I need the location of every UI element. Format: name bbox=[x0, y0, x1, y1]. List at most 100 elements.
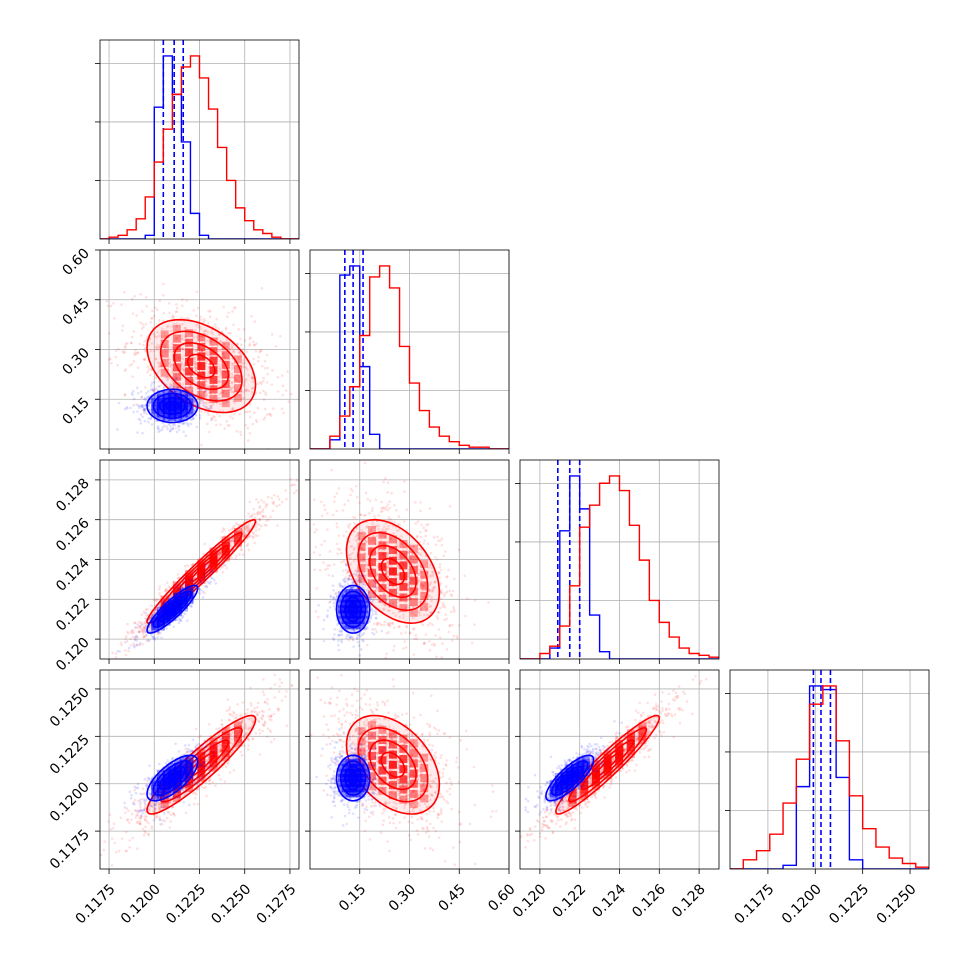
scatter-point bbox=[150, 604, 153, 607]
scatter-point bbox=[119, 641, 123, 645]
scatter-point bbox=[130, 631, 133, 635]
scatter-point bbox=[141, 627, 145, 630]
scatter-point bbox=[144, 611, 147, 615]
scatter-point bbox=[154, 346, 158, 349]
scatter-point bbox=[364, 627, 368, 631]
scatter-point bbox=[232, 386, 235, 389]
density-cell bbox=[185, 329, 194, 338]
scatter-point bbox=[449, 610, 453, 614]
scatter-point bbox=[177, 380, 180, 384]
scatter-point bbox=[179, 391, 183, 394]
panel-2-1 bbox=[305, 459, 510, 664]
y-tick-label: 0.15 bbox=[59, 395, 92, 428]
scatter-point bbox=[248, 431, 252, 435]
scatter-point bbox=[174, 303, 178, 306]
y-tick-label: 0.30 bbox=[59, 345, 92, 378]
scatter-point bbox=[157, 346, 161, 349]
scatter-point bbox=[230, 362, 234, 365]
scatter-point bbox=[240, 526, 244, 530]
scatter-point bbox=[242, 328, 246, 331]
scatter-point bbox=[125, 406, 128, 409]
scatter-point bbox=[133, 626, 137, 630]
scatter-point bbox=[146, 638, 150, 642]
scatter-point bbox=[164, 588, 168, 591]
scatter-point bbox=[161, 380, 164, 383]
scatter-point bbox=[208, 309, 212, 313]
scatter-point bbox=[129, 406, 132, 410]
scatter-point bbox=[432, 536, 436, 539]
scatter-point bbox=[171, 418, 174, 422]
scatter-point bbox=[142, 358, 146, 361]
scatter-point bbox=[276, 375, 280, 379]
scatter-point bbox=[216, 337, 219, 340]
scatter-point bbox=[256, 382, 260, 386]
scatter-point bbox=[142, 626, 146, 629]
scatter-point bbox=[216, 343, 219, 347]
scatter-point bbox=[196, 306, 200, 310]
scatter-point bbox=[123, 346, 127, 349]
scatter-point bbox=[149, 416, 153, 420]
scatter-point bbox=[240, 527, 243, 531]
scatter-point bbox=[152, 380, 156, 384]
scatter-point bbox=[358, 654, 362, 657]
density-cell bbox=[185, 357, 194, 366]
scatter-point bbox=[222, 305, 225, 309]
scatter-point bbox=[448, 504, 452, 508]
scatter-point bbox=[175, 377, 179, 380]
scatter-point bbox=[354, 578, 358, 582]
scatter-point bbox=[235, 522, 238, 526]
scatter-point bbox=[238, 351, 241, 354]
scatter-point bbox=[324, 568, 327, 571]
scatter-point bbox=[451, 589, 455, 593]
scatter-point bbox=[157, 380, 161, 383]
scatter-point bbox=[337, 534, 341, 537]
scatter-point bbox=[117, 347, 120, 351]
scatter-point bbox=[293, 483, 297, 487]
scatter-point bbox=[284, 489, 287, 492]
scatter-point bbox=[314, 610, 318, 613]
density-cell bbox=[185, 405, 194, 414]
density-cell bbox=[185, 348, 194, 357]
scatter-point bbox=[219, 373, 223, 377]
scatter-point bbox=[186, 394, 190, 398]
density-cell bbox=[185, 409, 194, 418]
scatter-point bbox=[149, 373, 152, 377]
scatter-point bbox=[391, 622, 394, 625]
scatter-point bbox=[163, 424, 167, 428]
density-cell bbox=[221, 351, 230, 360]
scatter-point bbox=[153, 599, 157, 603]
scatter-point bbox=[201, 394, 204, 398]
scatter-point bbox=[139, 629, 142, 633]
scatter-point bbox=[113, 317, 116, 320]
scatter-point bbox=[236, 373, 239, 376]
scatter-point bbox=[247, 523, 250, 526]
scatter-point bbox=[225, 399, 229, 403]
scatter-point bbox=[329, 595, 333, 599]
scatter-point bbox=[443, 606, 447, 609]
scatter-point bbox=[181, 336, 184, 339]
scatter-point bbox=[131, 312, 135, 315]
scatter-point bbox=[206, 353, 210, 357]
scatter-point bbox=[255, 420, 259, 424]
scatter-point bbox=[414, 522, 418, 525]
scatter-point bbox=[345, 530, 348, 533]
scatter-point bbox=[230, 386, 233, 390]
scatter-point bbox=[224, 328, 228, 331]
scatter-point bbox=[160, 636, 163, 639]
scatter-point bbox=[239, 433, 243, 437]
scatter-point bbox=[392, 644, 396, 648]
scatter-point bbox=[215, 423, 218, 427]
scatter-point bbox=[175, 325, 179, 328]
scatter-point bbox=[235, 714, 238, 717]
scatter-point bbox=[382, 480, 385, 484]
scatter-point bbox=[374, 498, 378, 502]
scatter-point bbox=[231, 417, 234, 420]
scatter-point bbox=[135, 403, 138, 406]
scatter-point bbox=[192, 417, 195, 420]
scatter-point bbox=[263, 416, 267, 419]
scatter-point bbox=[251, 387, 254, 390]
scatter-point bbox=[192, 336, 195, 339]
scatter-point bbox=[244, 423, 248, 427]
scatter-point bbox=[230, 346, 234, 350]
scatter-point bbox=[175, 322, 178, 325]
